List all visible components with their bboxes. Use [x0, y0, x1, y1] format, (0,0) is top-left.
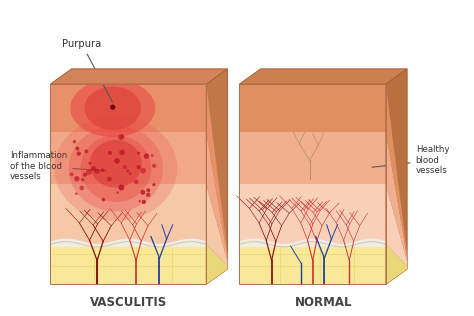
- Circle shape: [81, 178, 84, 182]
- Circle shape: [75, 192, 78, 195]
- Bar: [239, 84, 386, 132]
- Circle shape: [140, 168, 146, 173]
- Polygon shape: [206, 244, 228, 284]
- Circle shape: [138, 200, 141, 202]
- Circle shape: [146, 188, 150, 192]
- Circle shape: [89, 162, 91, 165]
- Circle shape: [152, 183, 155, 186]
- Bar: [50, 184, 206, 244]
- Circle shape: [152, 164, 156, 168]
- Text: NORMAL: NORMAL: [294, 296, 352, 309]
- Circle shape: [119, 149, 125, 155]
- Ellipse shape: [55, 116, 177, 221]
- Circle shape: [126, 169, 129, 173]
- Circle shape: [75, 147, 80, 151]
- Polygon shape: [50, 69, 228, 84]
- Circle shape: [140, 190, 145, 195]
- Circle shape: [120, 135, 124, 138]
- Circle shape: [91, 166, 96, 171]
- Ellipse shape: [70, 79, 155, 137]
- Circle shape: [142, 200, 146, 204]
- Bar: [50, 84, 206, 284]
- Polygon shape: [386, 84, 407, 258]
- Circle shape: [110, 105, 115, 110]
- Circle shape: [108, 151, 112, 155]
- Circle shape: [74, 176, 80, 182]
- Circle shape: [101, 168, 104, 172]
- Ellipse shape: [81, 135, 151, 202]
- Circle shape: [95, 169, 100, 174]
- Polygon shape: [239, 69, 407, 84]
- Bar: [50, 244, 206, 284]
- Ellipse shape: [69, 126, 163, 211]
- Circle shape: [146, 193, 150, 197]
- Polygon shape: [206, 69, 228, 284]
- Polygon shape: [206, 184, 228, 266]
- Circle shape: [83, 173, 87, 177]
- Ellipse shape: [84, 87, 141, 130]
- Circle shape: [151, 154, 154, 157]
- Circle shape: [84, 149, 88, 153]
- Bar: [239, 84, 386, 284]
- Circle shape: [70, 172, 73, 176]
- Circle shape: [134, 179, 138, 184]
- Circle shape: [77, 151, 81, 156]
- Circle shape: [101, 198, 105, 201]
- Polygon shape: [386, 69, 407, 284]
- Text: Purpura: Purpura: [62, 39, 112, 102]
- Circle shape: [118, 134, 124, 140]
- Circle shape: [80, 185, 84, 190]
- Polygon shape: [386, 184, 407, 266]
- Text: VASCULITIS: VASCULITIS: [90, 296, 167, 309]
- Polygon shape: [386, 132, 407, 261]
- Circle shape: [137, 165, 141, 169]
- Circle shape: [129, 172, 132, 175]
- Bar: [50, 84, 206, 132]
- Circle shape: [86, 169, 92, 175]
- Circle shape: [117, 191, 119, 194]
- Text: Inflammation
of the blood
vessels: Inflammation of the blood vessels: [10, 151, 106, 181]
- Bar: [239, 184, 386, 244]
- Polygon shape: [386, 244, 407, 284]
- Polygon shape: [206, 132, 228, 261]
- Circle shape: [73, 140, 76, 143]
- Circle shape: [144, 153, 149, 159]
- Bar: [239, 244, 386, 284]
- Text: Healthy
blood
vessels: Healthy blood vessels: [372, 145, 449, 175]
- Bar: [239, 132, 386, 184]
- Bar: [50, 132, 206, 184]
- Circle shape: [107, 177, 112, 182]
- Circle shape: [123, 165, 127, 169]
- Circle shape: [118, 185, 124, 191]
- Circle shape: [137, 152, 140, 155]
- Circle shape: [114, 158, 120, 164]
- Polygon shape: [206, 84, 228, 258]
- Ellipse shape: [90, 140, 142, 188]
